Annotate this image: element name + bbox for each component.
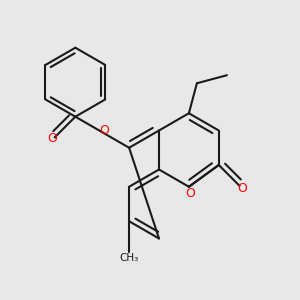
- Text: O: O: [99, 124, 109, 137]
- Text: O: O: [237, 182, 247, 195]
- Text: CH₃: CH₃: [119, 253, 139, 263]
- Text: O: O: [47, 132, 57, 146]
- Text: O: O: [185, 187, 195, 200]
